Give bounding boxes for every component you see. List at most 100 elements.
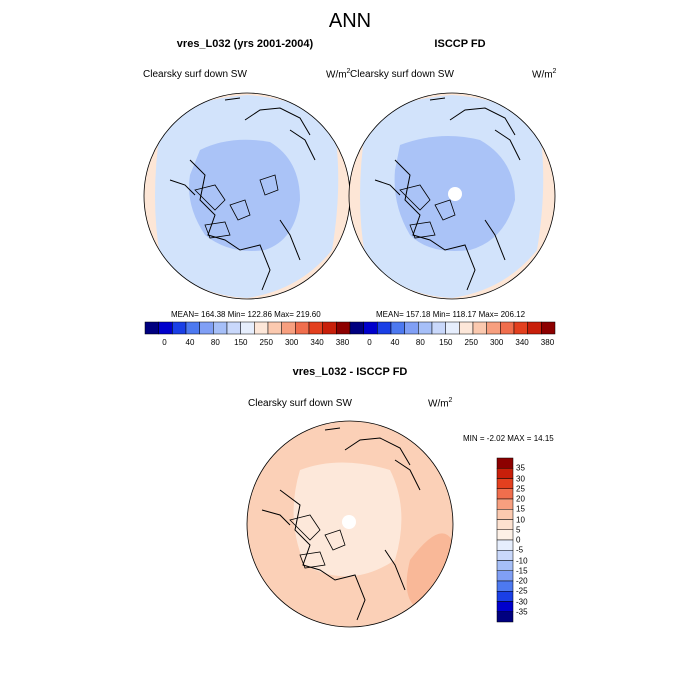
- panel-title-obs: ISCCP FD: [434, 38, 486, 50]
- colorbar-tick-label: 380: [335, 338, 350, 347]
- colorbar-swatch: [199, 321, 214, 335]
- colorbar-swatch: [418, 321, 433, 335]
- colorbar-swatch: [322, 321, 337, 335]
- colorbar-swatch: [500, 321, 515, 335]
- colorbar-swatch: [459, 321, 474, 335]
- colorbar-swatch: [226, 321, 241, 335]
- panel-title-model: vres_L032 (yrs 2001-2004): [176, 38, 314, 50]
- colorbar-tick-label: 340: [515, 338, 529, 347]
- colorbar-obs: [349, 321, 556, 335]
- colorbar-swatch: [496, 519, 514, 530]
- colorbar-tick-label: 250: [259, 338, 273, 347]
- colorbar-tick-label: 150: [439, 338, 453, 347]
- colorbar-tick-label: -30: [516, 597, 528, 606]
- coastlines: [169, 97, 316, 291]
- colorbar-swatch: [431, 321, 446, 335]
- map-inner-field: [189, 139, 300, 251]
- colorbar-tick-label: 0: [162, 338, 167, 347]
- colorbar-tick-label: 25: [516, 484, 525, 494]
- colorbar-tick-label: 20: [516, 494, 525, 504]
- colorbar-swatch: [445, 321, 460, 335]
- colorbar-tick-label: -15: [516, 566, 528, 576]
- islands: [194, 174, 279, 239]
- colorbar-swatch: [377, 321, 392, 335]
- colorbar-swatch: [172, 321, 187, 335]
- panel-units-model: W/m2: [326, 68, 351, 81]
- colorbar-swatch: [240, 321, 255, 335]
- colorbar-tick-label: 40: [390, 338, 400, 347]
- colorbar-tick-label: 80: [415, 338, 425, 347]
- panel-units-obs: W/m2: [532, 68, 557, 81]
- colorbar-swatch: [308, 321, 323, 335]
- colorbar-tick-label: 300: [489, 338, 504, 347]
- colorbar-tick-label: 340: [310, 338, 324, 347]
- colorbar-tick-label: -5: [516, 545, 524, 555]
- colorbar-swatch: [496, 457, 514, 469]
- panel-variable-model: Clearsky surf down SW: [143, 69, 247, 80]
- colorbar-swatch: [496, 468, 514, 479]
- panel-variable-obs: Clearsky surf down SW: [350, 69, 454, 80]
- stats-model: MEAN= 164.38 Min= 122.86 Max= 219.60: [171, 310, 321, 319]
- colorbar-swatch: [496, 601, 514, 612]
- colorbar-swatch: [267, 321, 282, 335]
- colorbar-tick-label: -25: [516, 586, 528, 596]
- colorbar-swatch: [496, 498, 514, 510]
- colorbar-swatch: [496, 570, 514, 582]
- colorbar-swatch: [363, 321, 378, 335]
- colorbar-swatch: [185, 321, 200, 335]
- colorbar-swatch: [390, 321, 405, 335]
- panel-title-diff: vres_L032 - ISCCP FD: [292, 366, 408, 378]
- panel-units-diff: W/m2: [428, 397, 453, 410]
- colorbar-obs-labels: 0 40 80 150 250 300 340 380: [350, 338, 555, 350]
- colorbar-swatch: [254, 321, 269, 335]
- colorbar-swatch: [541, 321, 556, 335]
- colorbar-tick-label: 0: [516, 535, 521, 545]
- colorbar-tick-label: 300: [284, 338, 299, 347]
- colorbar-tick-label: 80: [210, 338, 220, 347]
- colorbar-swatch: [496, 580, 514, 592]
- colorbar-tick-label: 250: [464, 338, 478, 347]
- colorbar-swatch: [295, 321, 310, 335]
- stats-obs: MEAN= 157.18 Min= 118.17 Max= 206.12: [376, 310, 526, 319]
- colorbar-tick-label: 380: [540, 338, 555, 347]
- colorbar-model-labels: 0 40 80 150 250 300 340 380: [145, 338, 350, 350]
- colorbar-swatch: [404, 321, 419, 335]
- colorbar-swatch: [496, 539, 514, 551]
- colorbar-model: [144, 321, 351, 335]
- colorbar-swatch: [496, 550, 514, 561]
- colorbar-swatch: [496, 611, 514, 623]
- stats-diff: MIN = -2.02 MAX = 14.15: [463, 434, 554, 443]
- missing-data-pole: [448, 187, 462, 201]
- colorbar-swatch: [158, 321, 173, 335]
- colorbar-swatch: [472, 321, 487, 335]
- colorbar-swatch: [496, 488, 514, 500]
- colorbar-tick-label: 5: [516, 525, 521, 535]
- colorbar-swatch: [281, 321, 296, 335]
- colorbar-swatch: [527, 321, 542, 335]
- colorbar-tick-label: 40: [185, 338, 195, 347]
- colorbar-tick-label: -20: [516, 576, 528, 586]
- colorbar-tick-label: 0: [367, 338, 372, 347]
- colorbar-swatch: [513, 321, 528, 335]
- colorbar-swatch: [496, 529, 514, 541]
- main-title: ANN: [328, 10, 372, 32]
- colorbar-tick-label: 35: [516, 463, 525, 473]
- colorbar-swatch: [213, 321, 228, 335]
- colorbar-swatch: [336, 321, 351, 335]
- colorbar-swatch: [144, 321, 159, 335]
- colorbar-swatch: [496, 560, 514, 571]
- colorbar-tick-label: 150: [234, 338, 248, 347]
- colorbar-tick-label: -10: [516, 556, 528, 565]
- colorbar-swatch: [486, 321, 501, 335]
- panel-variable-diff: Clearsky surf down SW: [248, 398, 352, 409]
- colorbar-swatch: [496, 591, 514, 602]
- colorbar-diff-labels: 35 30 25 20 15 10 5 0 -5 -10 -15 -20 -25 -30 -35: [516, 458, 556, 622]
- colorbar-diff: [496, 457, 514, 623]
- colorbar-swatch: [496, 478, 514, 489]
- colorbar-tick-label: 15: [516, 504, 525, 514]
- colorbar-tick-label: 10: [516, 515, 525, 524]
- colorbar-tick-label: -35: [516, 607, 528, 617]
- colorbar-swatch: [349, 321, 364, 335]
- colorbar-swatch: [496, 509, 514, 520]
